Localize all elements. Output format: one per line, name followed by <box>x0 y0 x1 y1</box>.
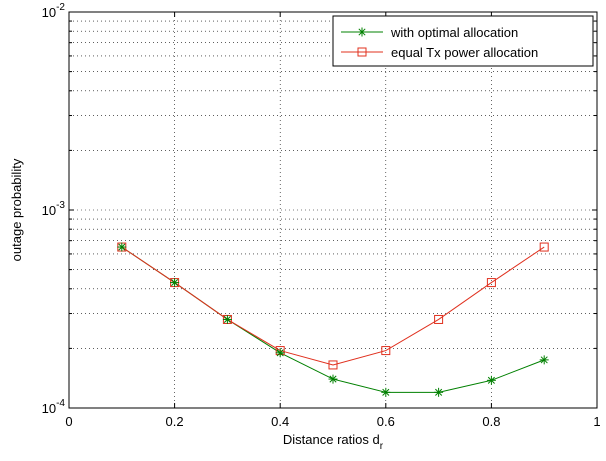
data-point-star <box>357 27 367 37</box>
series-line <box>121 246 545 366</box>
series-equal-power-allocation <box>121 246 545 366</box>
y-tick-base: 10 <box>42 401 56 416</box>
star-stroke <box>118 243 126 251</box>
legend-entry: with optimal allocation <box>341 25 518 40</box>
legend: with optimal allocation equal Tx power al… <box>332 15 594 67</box>
star-stroke <box>329 375 337 383</box>
y-tick-label: 10-3 <box>42 200 66 218</box>
star-stroke <box>358 28 366 36</box>
series-group <box>117 242 549 397</box>
x-tick-label: 1 <box>593 414 600 429</box>
series-markers <box>117 242 549 397</box>
data-point-square <box>434 314 444 324</box>
y-axis-label: outage probability <box>9 158 24 261</box>
star-stroke <box>171 279 179 287</box>
data-point-square <box>381 346 391 356</box>
data-point-star <box>486 375 496 385</box>
data-point-square <box>486 278 496 288</box>
y-tick-base: 10 <box>42 5 56 20</box>
star-stroke <box>435 388 443 396</box>
y-tick-base: 10 <box>42 203 56 218</box>
x-tick-label: 0 <box>65 414 72 429</box>
data-point-square <box>357 47 367 57</box>
y-tick-exponent: -3 <box>56 200 65 211</box>
x-tick-label: 0.8 <box>482 414 500 429</box>
x-tick-label: 0.6 <box>377 414 395 429</box>
y-tick-exponent: -4 <box>56 398 65 409</box>
y-tick-exponent: -2 <box>56 2 65 13</box>
legend-label: equal Tx power allocation <box>391 45 538 60</box>
x-axis-label-main: Distance ratios d <box>283 432 380 447</box>
data-point-star <box>328 374 338 384</box>
data-point-star <box>539 355 549 365</box>
star-stroke <box>223 315 231 324</box>
star-stroke <box>276 349 284 357</box>
data-point-star <box>170 278 180 288</box>
data-point-star <box>381 387 391 397</box>
y-tick-label: 10-2 <box>42 2 66 20</box>
axis-ticks: 0 0.2 0.4 0.6 0.8 110-410-310-2 <box>42 2 601 429</box>
legend-label: with optimal allocation <box>390 25 518 40</box>
star-stroke <box>487 376 495 384</box>
data-point-star <box>434 387 444 397</box>
x-tick-label: 0.2 <box>166 414 184 429</box>
data-point-star <box>222 314 232 324</box>
data-point-star <box>117 242 127 252</box>
star-stroke <box>540 356 548 364</box>
x-axis-label-subscript: r <box>380 441 384 452</box>
x-tick-label: 0.4 <box>271 414 289 429</box>
legend-entry: equal Tx power allocation <box>341 45 538 60</box>
data-point-square <box>328 360 338 370</box>
legend-box <box>332 15 594 67</box>
y-tick-label: 10-4 <box>42 398 66 416</box>
data-point-star <box>275 348 285 358</box>
data-point-square <box>539 242 549 252</box>
x-axis-label: Distance ratios dr <box>283 432 384 452</box>
star-stroke <box>382 388 390 396</box>
